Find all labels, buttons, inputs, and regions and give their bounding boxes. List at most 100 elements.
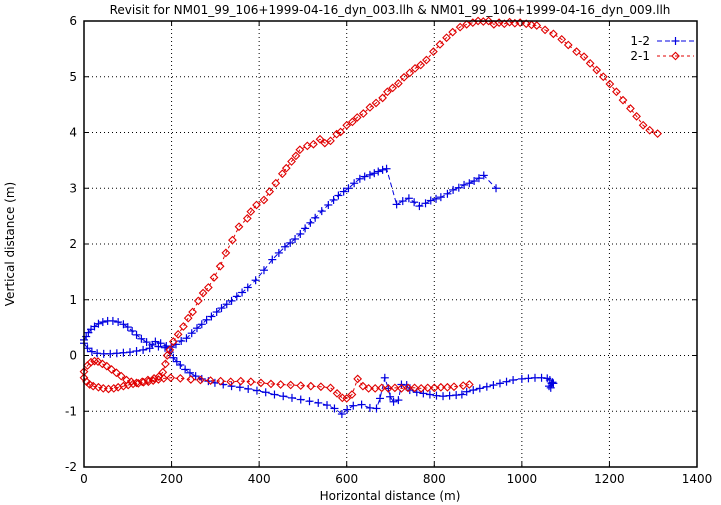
data-point-marker	[572, 47, 581, 57]
y-tick-label: 0	[69, 349, 77, 363]
data-point-marker	[161, 359, 170, 369]
data-point-marker	[443, 382, 452, 392]
y-tick-label: 3	[69, 181, 77, 195]
data-point-marker	[188, 307, 197, 317]
data-point-marker	[123, 380, 133, 390]
data-point-marker	[246, 377, 256, 387]
series-line-2-1	[83, 20, 658, 384]
data-point-marker	[352, 113, 362, 122]
y-tick-label: 5	[69, 70, 77, 84]
y-tick-label: 1	[69, 293, 77, 307]
data-point-marker	[186, 375, 196, 384]
x-axis-label: Horizontal distance (m)	[320, 489, 461, 503]
x-tick-label: 800	[423, 472, 446, 486]
data-point-marker	[378, 93, 387, 103]
data-point-marker	[626, 104, 635, 113]
data-point-marker	[347, 390, 357, 399]
data-point-marker	[295, 145, 305, 155]
data-point-marker	[365, 103, 375, 112]
data-point-marker	[98, 359, 107, 369]
data-point-marker	[377, 383, 387, 393]
data-point-marker	[598, 72, 608, 82]
data-point-marker	[93, 357, 103, 367]
data-point-marker	[228, 235, 237, 245]
data-point-marker	[166, 373, 176, 383]
legend-label-1-2: 1-2	[630, 34, 650, 48]
data-point-marker	[215, 261, 225, 271]
data-point-marker	[410, 64, 420, 73]
data-point-marker	[119, 381, 128, 391]
data-point-marker	[159, 373, 169, 383]
data-point-marker	[403, 383, 413, 393]
data-point-marker	[234, 222, 244, 232]
chart-title: Revisit for NM01_99_106+1999-04-16_dyn_0…	[110, 3, 671, 17]
data-point-marker	[618, 95, 628, 105]
data-point-marker	[592, 65, 602, 75]
y-tick-label: -1	[65, 404, 77, 418]
data-point-marker	[102, 361, 112, 371]
legend: 1-22-1	[630, 34, 694, 63]
data-point-marker	[557, 35, 567, 44]
data-point-marker	[242, 213, 252, 223]
data-point-marker	[198, 288, 208, 298]
data-point-marker	[653, 129, 662, 138]
data-point-marker	[281, 163, 291, 173]
data-point-marker	[183, 313, 193, 323]
data-point-marker	[326, 136, 335, 146]
data-point-marker	[154, 372, 164, 382]
legend-label-2-1: 2-1	[630, 49, 650, 63]
data-point-marker	[388, 83, 398, 93]
y-tick-label: 4	[69, 126, 77, 140]
data-point-marker	[605, 79, 615, 89]
data-point-marker	[326, 383, 335, 393]
data-point-marker	[315, 134, 325, 144]
data-point-marker	[256, 378, 266, 388]
data-point-marker	[399, 72, 409, 82]
x-tick-label: 0	[80, 472, 88, 486]
data-point-marker	[585, 58, 595, 68]
data-point-marker	[332, 129, 342, 139]
data-point-marker	[358, 381, 368, 391]
data-point-marker	[416, 384, 426, 393]
data-point-marker	[416, 60, 426, 70]
data-point-marker	[532, 21, 542, 30]
y-tick-label: 2	[69, 237, 77, 251]
data-point-marker	[276, 380, 285, 389]
data-point-marker	[455, 22, 465, 32]
data-point-marker	[358, 109, 368, 118]
data-point-marker	[277, 169, 287, 179]
data-point-marker	[252, 200, 261, 210]
data-point-marker	[107, 365, 116, 374]
data-point-marker	[638, 120, 648, 130]
y-tick-label: -2	[65, 460, 77, 474]
data-point-marker	[286, 380, 296, 390]
data-point-marker	[370, 384, 380, 393]
data-point-marker	[383, 87, 392, 97]
data-point-marker	[435, 40, 445, 49]
data-point-marker	[405, 68, 415, 78]
data-point-marker	[296, 381, 306, 390]
data-point-marker	[473, 16, 483, 26]
data-point-marker	[94, 382, 103, 392]
series-line-1-2	[83, 168, 497, 349]
x-tick-label: 600	[335, 472, 358, 486]
data-point-marker	[371, 98, 381, 108]
data-point-marker	[265, 187, 275, 196]
data-point-marker	[332, 389, 342, 398]
data-point-marker	[464, 380, 474, 389]
data-point-marker	[436, 382, 446, 392]
data-point-marker	[216, 376, 225, 386]
data-point-marker	[353, 374, 363, 384]
data-point-marker	[196, 375, 205, 385]
data-point-marker	[86, 357, 96, 367]
data-point-marker	[632, 111, 641, 121]
data-point-marker	[259, 195, 269, 205]
data-point-marker	[364, 384, 373, 393]
data-point-marker	[162, 351, 172, 360]
axes-layer: 0 200 400 600 800 1000 1200 1400 -2 -1 0 1 2 3 4 5 6	[65, 14, 712, 486]
data-point-marker	[271, 178, 281, 188]
data-point-marker	[449, 382, 459, 392]
data-point-marker	[209, 273, 219, 282]
data-point-marker	[540, 25, 550, 35]
